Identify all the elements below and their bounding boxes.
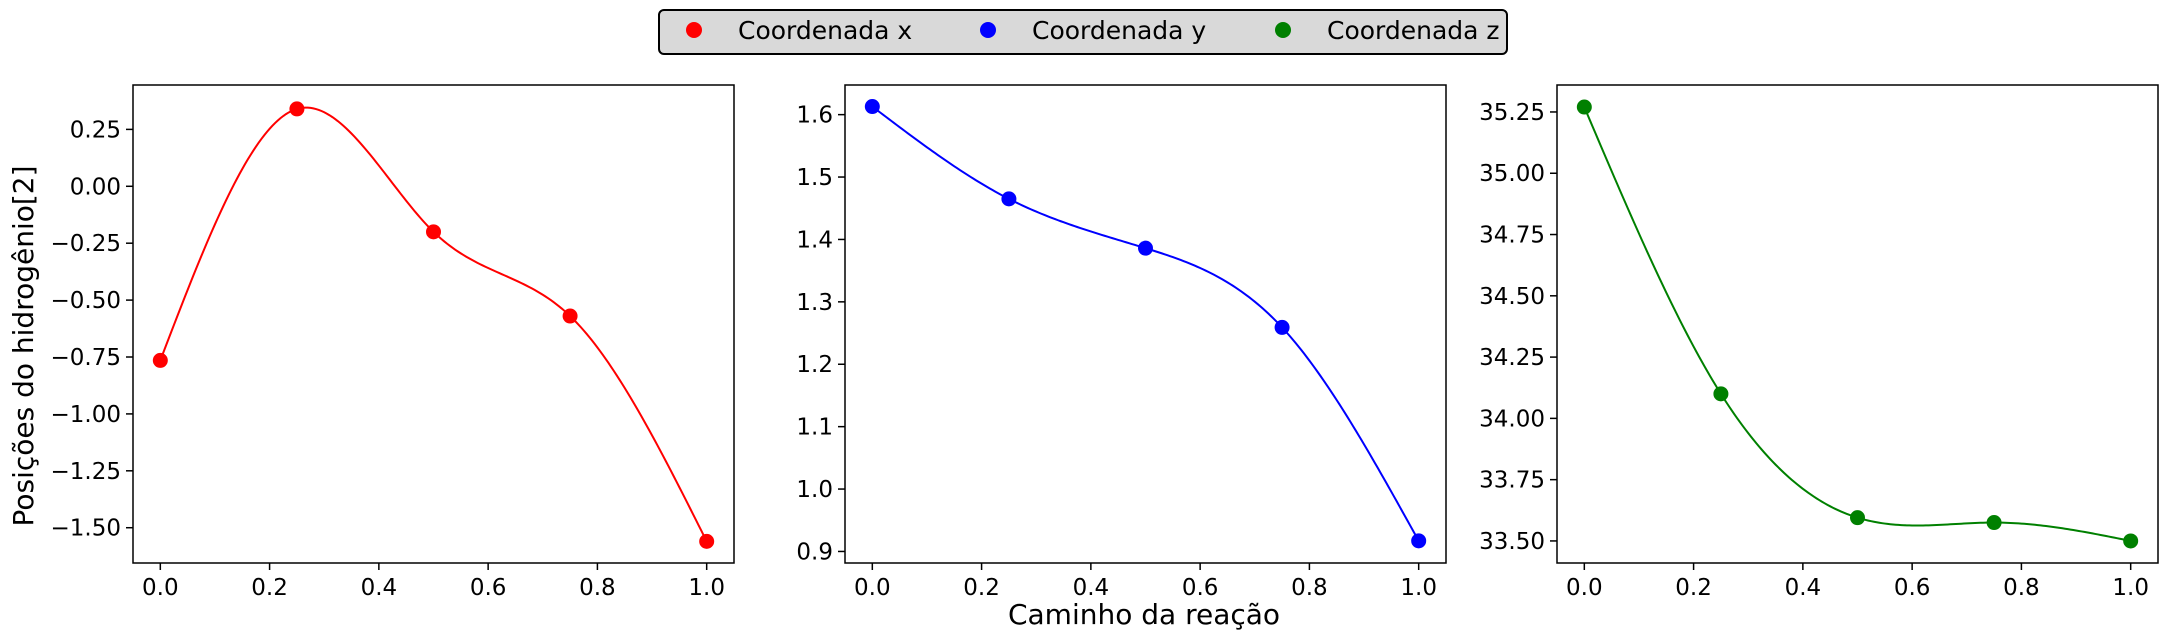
chart-1-x-tick-label: 0.4 bbox=[1073, 575, 1110, 601]
chart-1-y-tick-label: 1.4 bbox=[796, 227, 833, 253]
chart-0-data-point bbox=[562, 308, 578, 324]
chart-2-x-tick-label: 0.2 bbox=[1675, 575, 1712, 601]
chart-2-plot-frame bbox=[1556, 84, 2159, 564]
chart-1-y-tick-label: 1.2 bbox=[796, 352, 833, 378]
chart-1-data-point bbox=[864, 99, 880, 115]
chart-1-y-tick-label: 1.0 bbox=[796, 477, 833, 503]
chart-panel-x: 0.0 0.2 0.4 0.6 0.8 1.0 0.25 0.00 −0.25 −0.50 −0.7… bbox=[51, 84, 735, 601]
chart-2-data-point bbox=[1850, 510, 1865, 526]
chart-0-series-line bbox=[159, 106, 708, 542]
chart-2-y-tick-label: 33.75 bbox=[1479, 468, 1545, 494]
chart-1-y-tick-label: 1.1 bbox=[796, 415, 833, 441]
chart-0-x-tick-label: 0.0 bbox=[142, 575, 179, 601]
chart-2-data-point bbox=[1986, 515, 2002, 531]
legend-marker-x bbox=[686, 22, 702, 38]
chart-2-data-point bbox=[1576, 99, 1592, 115]
legend-label-y: Coordenada y bbox=[1032, 16, 1206, 45]
chart-2-y-tick-label: 35.00 bbox=[1479, 161, 1545, 187]
chart-0-y-tick-label: −1.50 bbox=[51, 516, 121, 542]
legend-box bbox=[658, 9, 1508, 55]
chart-1-x-tick-label: 0.0 bbox=[854, 575, 891, 601]
x-axis-label: Caminho da reação bbox=[1008, 598, 1280, 631]
chart-1-y-tick-label: 1.5 bbox=[796, 165, 833, 191]
legend-marker-y bbox=[980, 22, 996, 38]
chart-0-data-point bbox=[289, 101, 305, 117]
chart-2-y-tick-label: 35.25 bbox=[1479, 100, 1545, 126]
chart-1-x-tick-label: 0.6 bbox=[1182, 575, 1219, 601]
chart-1-data-point bbox=[1138, 240, 1153, 256]
legend: Coordenada x Coordenada y Coordenada z bbox=[658, 9, 1508, 55]
chart-2-y-tick-label: 33.50 bbox=[1479, 529, 1545, 555]
chart-0-plot-frame bbox=[132, 84, 735, 564]
chart-2-x-tick-label: 1.0 bbox=[2112, 575, 2149, 601]
chart-2-x-tick-label: 0.8 bbox=[2003, 575, 2040, 601]
chart-2-y-tick-label: 34.75 bbox=[1479, 223, 1545, 249]
chart-0-x-tick-label: 1.0 bbox=[688, 575, 725, 601]
chart-2-data-point bbox=[1713, 386, 1729, 402]
chart-0-data-point bbox=[426, 224, 441, 240]
chart-0-y-tick-label: −1.25 bbox=[51, 459, 121, 485]
chart-1-plot-frame bbox=[844, 84, 1447, 564]
chart-1-series-line bbox=[871, 105, 1420, 542]
chart-0-y-tick-label: 0.00 bbox=[70, 174, 121, 200]
chart-2-y-tick-label: 34.50 bbox=[1479, 284, 1545, 310]
chart-2-y-tick-label: 34.25 bbox=[1479, 345, 1545, 371]
y-axis-label: Posições do hidrogênio[2] bbox=[7, 165, 40, 526]
legend-label-z: Coordenada z bbox=[1327, 16, 1500, 45]
chart-0-x-tick-label: 0.2 bbox=[251, 575, 288, 601]
chart-1-y-tick-label: 1.3 bbox=[796, 290, 833, 316]
chart-0-data-point bbox=[152, 352, 168, 368]
chart-0-y-tick-label: −0.25 bbox=[51, 231, 121, 257]
chart-2-series-line bbox=[1583, 106, 2131, 542]
chart-2-x-tick-label: 0.0 bbox=[1566, 575, 1603, 601]
legend-label-x: Coordenada x bbox=[738, 16, 912, 45]
chart-1-x-tick-label: 0.8 bbox=[1291, 575, 1328, 601]
chart-0-y-tick-label: 0.25 bbox=[70, 117, 121, 143]
chart-1-x-tick-label: 1.0 bbox=[1400, 575, 1437, 601]
chart-1-x-tick-label: 0.2 bbox=[963, 575, 1000, 601]
chart-0-y-tick-label: −0.75 bbox=[51, 345, 121, 371]
chart-0-y-tick-label: −1.00 bbox=[51, 402, 121, 428]
chart-0-y-tick-label: −0.50 bbox=[51, 288, 121, 314]
chart-0-x-tick-label: 0.4 bbox=[361, 575, 398, 601]
chart-1-y-tick-label: 1.6 bbox=[796, 103, 833, 129]
chart-2-data-point bbox=[2123, 533, 2139, 549]
chart-2-x-tick-label: 0.6 bbox=[1894, 575, 1931, 601]
chart-1-data-point bbox=[1001, 191, 1017, 207]
chart-1-data-point bbox=[1274, 319, 1290, 335]
chart-panel-y: 0.0 0.2 0.4 0.6 0.8 1.0 0.9 1.0 1.1 1.2 1.3 1.4 1.5 1… bbox=[796, 84, 1447, 601]
chart-0-data-point bbox=[699, 533, 715, 549]
chart-2-x-tick-label: 0.4 bbox=[1785, 575, 1822, 601]
chart-0-x-tick-label: 0.6 bbox=[470, 575, 507, 601]
legend-marker-z bbox=[1275, 22, 1291, 38]
chart-1-data-point bbox=[1411, 533, 1427, 549]
chart-0-x-tick-label: 0.8 bbox=[579, 575, 616, 601]
chart-1-y-tick-label: 0.9 bbox=[796, 539, 833, 565]
chart-panel-z: 0.0 0.2 0.4 0.6 0.8 1.0 35.25 35.00 34.75 34.50 34… bbox=[1479, 84, 2159, 601]
chart-2-y-tick-label: 34.00 bbox=[1479, 406, 1545, 432]
